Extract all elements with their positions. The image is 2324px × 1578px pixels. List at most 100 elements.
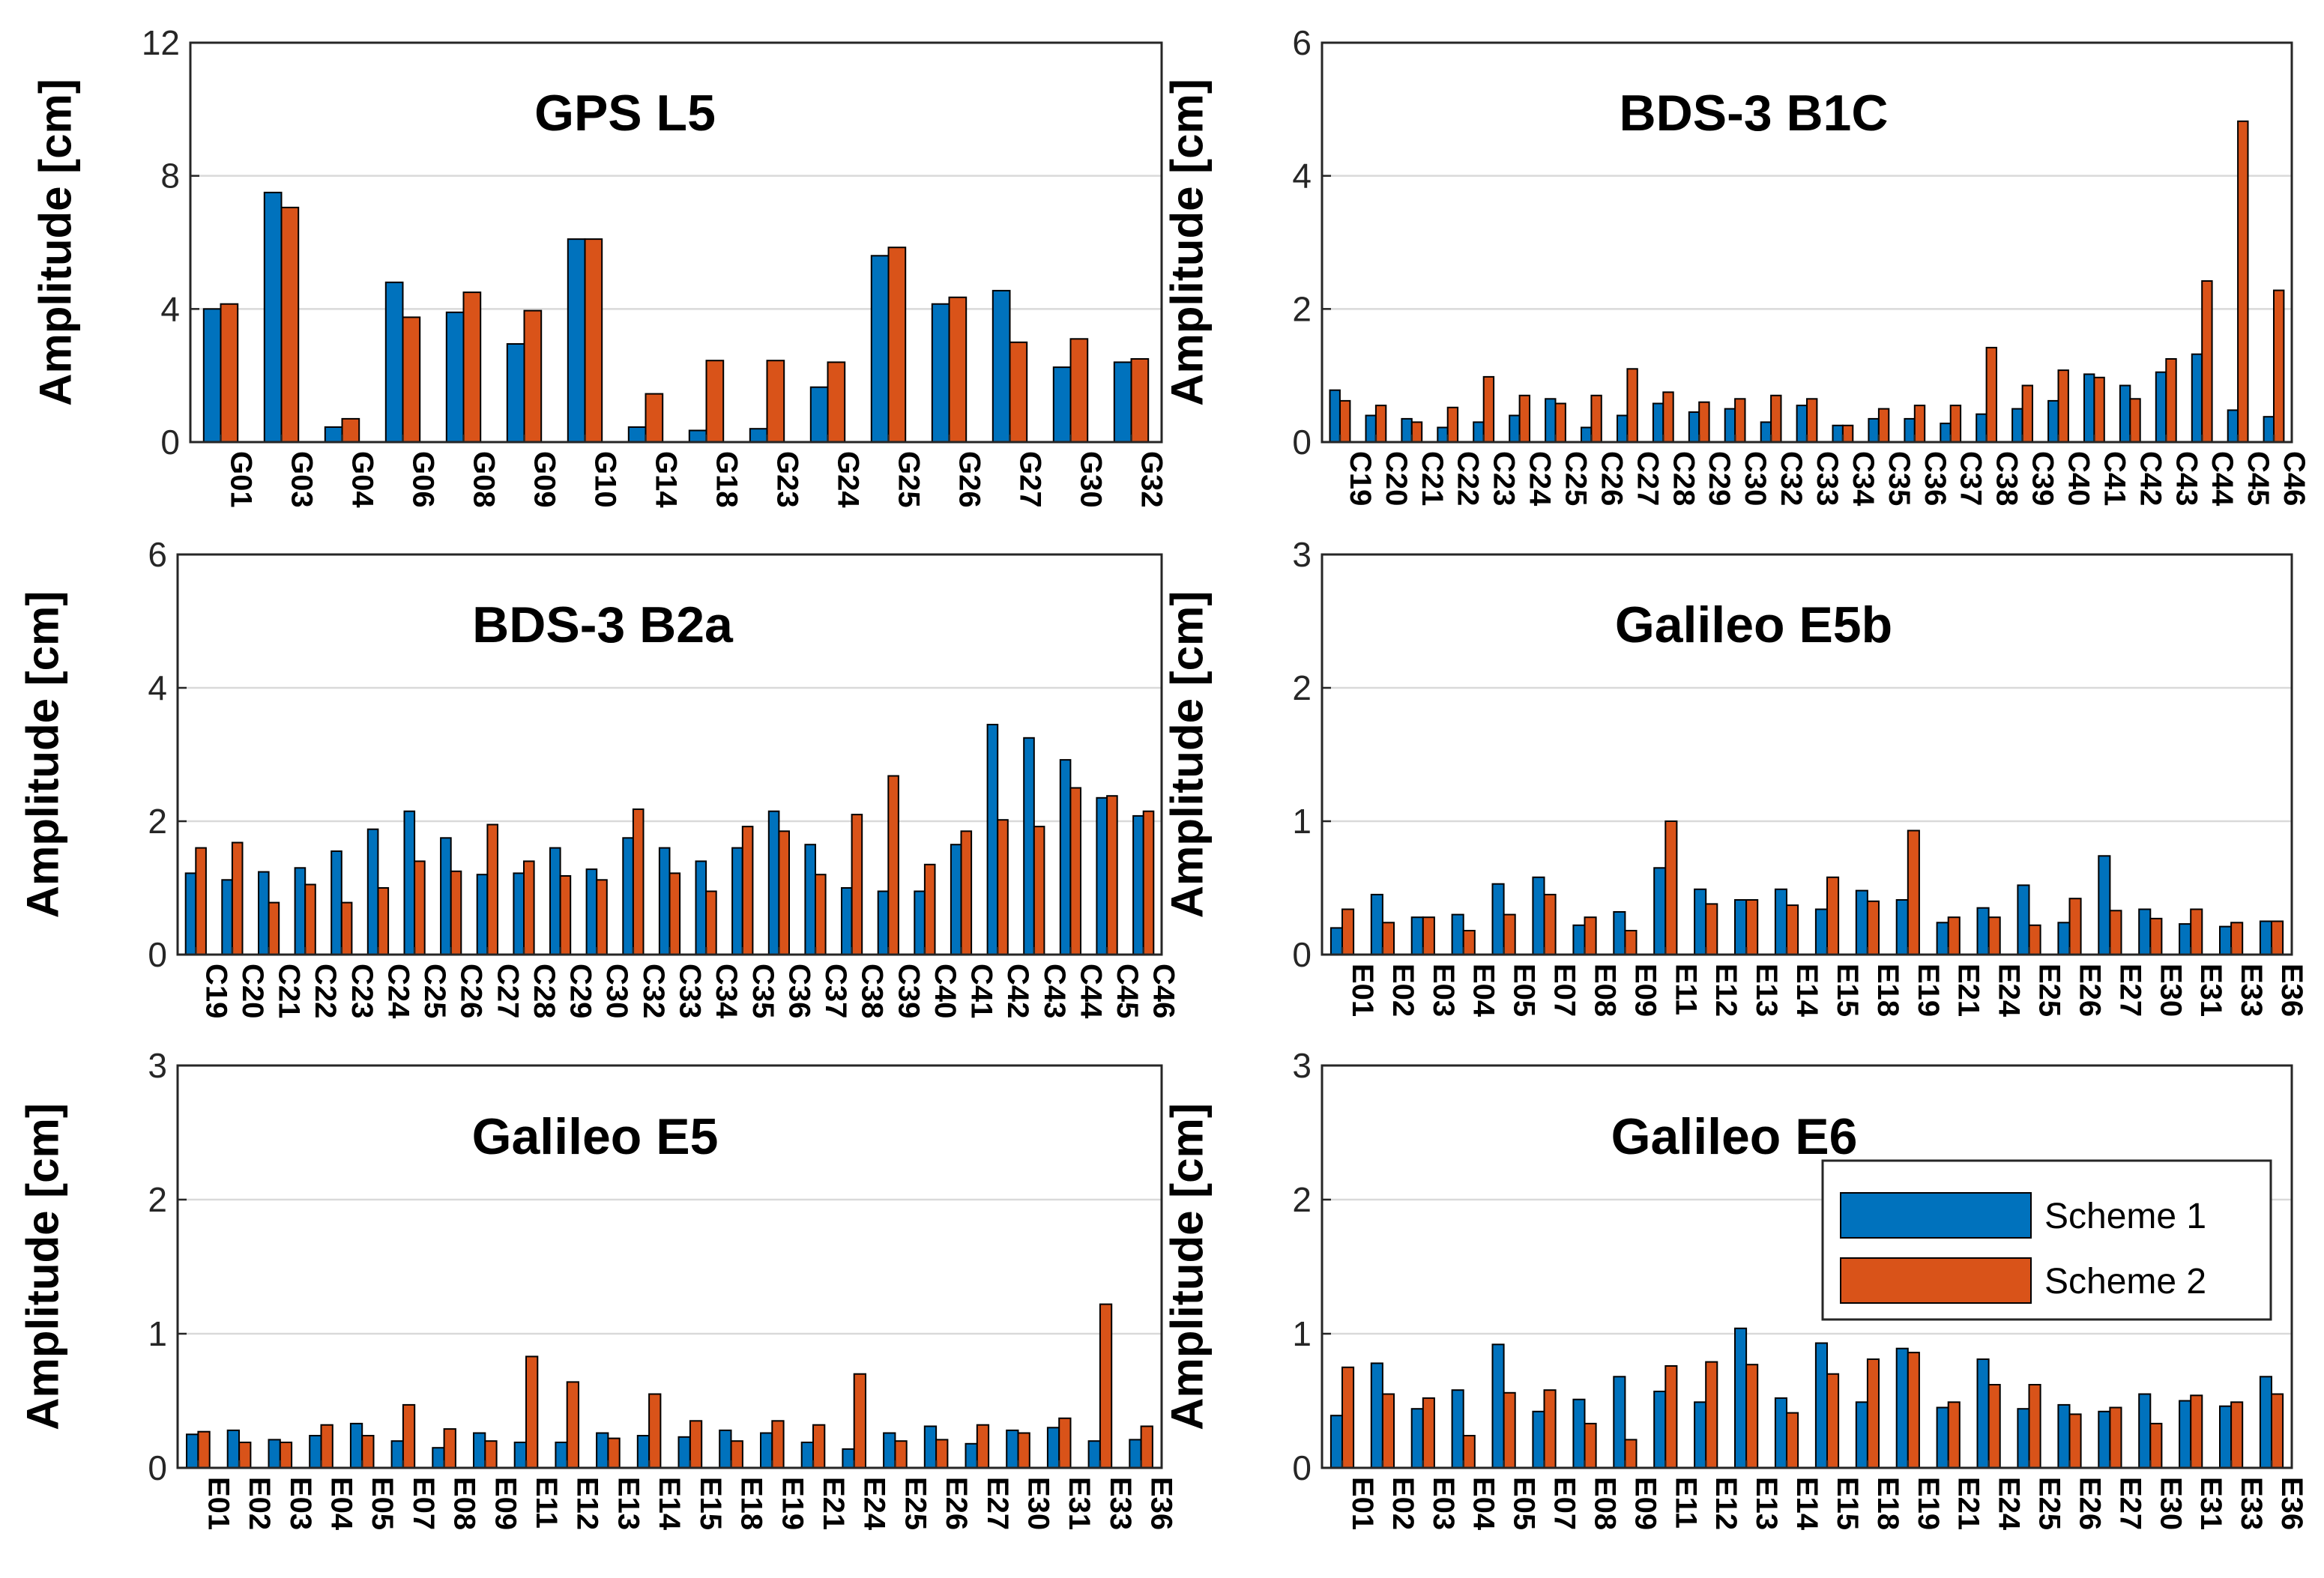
y-axis-label: Amplitude [cm] (1162, 79, 1213, 406)
bar-scheme-1-g18 (688, 429, 707, 443)
bar-scheme-2-c25 (414, 860, 426, 956)
x-tick-label-c45: C45 (1111, 964, 1144, 1018)
bar-scheme-1-c20 (1365, 414, 1377, 443)
bar-scheme-2-e27 (2109, 910, 2122, 956)
x-tick-label-g01: G01 (225, 451, 258, 508)
bar-scheme-2-e02 (1381, 922, 1395, 956)
bar-scheme-1-e27 (2098, 1410, 2111, 1469)
bar-scheme-2-e25 (894, 1440, 908, 1469)
bar-scheme-2-g08 (462, 291, 482, 443)
x-tick-label-e13: E13 (612, 1477, 645, 1530)
x-tick-label-c44: C44 (1074, 964, 1107, 1019)
bar-scheme-2-g32 (1130, 358, 1150, 443)
axes-frame (1321, 41, 2293, 444)
bar-scheme-1-g08 (445, 311, 465, 443)
bar-scheme-1-g26 (931, 303, 950, 444)
bar-scheme-2-c28 (523, 860, 535, 956)
bar-scheme-2-e01 (1341, 908, 1355, 955)
bar-scheme-2-e04 (1462, 1435, 1476, 1469)
bar-scheme-2-e12 (1705, 903, 1718, 956)
bar-scheme-2-g24 (827, 361, 846, 443)
bar-scheme-2-e08 (1584, 1422, 1597, 1469)
bar-scheme-1-e07 (1532, 876, 1545, 956)
bar-scheme-2-e01 (197, 1430, 211, 1469)
y-axis-label: Amplitude [cm] (18, 591, 68, 919)
bar-scheme-2-e26 (2068, 1413, 2082, 1469)
bar-scheme-1-c43 (1023, 737, 1035, 956)
chart-title: Galileo E6 (1611, 1108, 1858, 1165)
bar-scheme-2-e08 (443, 1428, 456, 1469)
bar-scheme-2-e13 (1745, 1364, 1759, 1469)
bar-scheme-2-c25 (1554, 402, 1566, 443)
x-tick-label-c23: C23 (1488, 451, 1521, 506)
bar-scheme-1-g03 (263, 191, 283, 443)
bar-scheme-2-e27 (2109, 1406, 2122, 1469)
bar-scheme-2-e36 (2271, 920, 2284, 955)
bar-scheme-1-e31 (2179, 1400, 2192, 1469)
x-tick-label-c37: C37 (819, 964, 852, 1018)
bar-scheme-1-c45 (2227, 409, 2239, 444)
bar-scheme-1-e08 (1572, 924, 1586, 956)
bar-scheme-1-e27 (2098, 855, 2111, 956)
x-tick-label-e31: E31 (2194, 964, 2227, 1017)
x-tick-label-e02: E02 (243, 1477, 276, 1530)
bar-scheme-2-c43 (1033, 826, 1045, 955)
bar-scheme-1-e21 (800, 1442, 814, 1469)
y-tick-label: 1 (1292, 802, 1312, 841)
bar-scheme-2-g09 (523, 309, 543, 443)
x-tick-label-g24: G24 (832, 451, 865, 508)
x-tick-label-c46: C46 (2278, 451, 2311, 506)
x-tick-label-e25: E25 (2033, 1477, 2066, 1530)
x-tick-label-e07: E07 (1548, 1477, 1581, 1530)
bar-scheme-1-e15 (1814, 1342, 1828, 1469)
x-tick-label-c30: C30 (1739, 451, 1772, 506)
bar-scheme-1-e13 (596, 1432, 609, 1469)
bar-scheme-1-e05 (1491, 1343, 1505, 1469)
bar-scheme-1-e33 (2219, 925, 2233, 955)
bar-scheme-2-g23 (766, 360, 785, 444)
bar-scheme-1-c29 (1688, 411, 1700, 443)
bar-scheme-2-c22 (1446, 406, 1459, 443)
bar-scheme-1-c38 (1976, 413, 1988, 444)
bar-scheme-1-e14 (1774, 888, 1787, 956)
bar-scheme-1-c27 (1617, 414, 1629, 443)
bar-scheme-1-g09 (506, 343, 525, 443)
x-tick-label-e04: E04 (1467, 964, 1500, 1018)
chart-panel-bds-3-b2a: 0 2 4 6 C19 C20 C21 C22 C23 C24 C25 C26 C27 C28 C29 C30… (18, 535, 1180, 1019)
x-tick-label-g27: G27 (1014, 451, 1047, 508)
bar-scheme-2-e12 (1705, 1361, 1718, 1469)
bar-scheme-1-e33 (2219, 1405, 2233, 1469)
bar-scheme-1-e07 (390, 1440, 404, 1469)
bar-scheme-2-c20 (231, 841, 244, 955)
x-tick-label-e21: E21 (817, 1477, 850, 1530)
x-tick-label-e02: E02 (1386, 1477, 1419, 1530)
bar-scheme-1-g30 (1052, 366, 1072, 444)
bar-scheme-1-e30 (2138, 908, 2152, 955)
x-tick-label-c42: C42 (2134, 451, 2167, 506)
x-tick-label-e05: E05 (1508, 1477, 1541, 1530)
bar-scheme-2-e02 (238, 1442, 252, 1469)
bar-scheme-2-c30 (1734, 398, 1746, 443)
bar-scheme-2-e07 (402, 1403, 416, 1469)
axes-frame (1321, 1064, 2293, 1469)
bar-scheme-1-g23 (749, 428, 768, 444)
x-tick-label-e04: E04 (325, 1477, 357, 1531)
x-tick-label-c32: C32 (1775, 451, 1808, 506)
bar-scheme-1-c35 (1868, 417, 1880, 444)
bar-scheme-2-c36 (778, 830, 791, 956)
bar-scheme-1-e25 (883, 1432, 896, 1469)
bar-scheme-1-c36 (1904, 417, 1916, 444)
bar-scheme-1-e04 (1451, 913, 1464, 955)
bar-scheme-2-c38 (1985, 346, 1998, 443)
legend-label-scheme-1: Scheme 1 (2044, 1197, 2206, 1236)
bar-scheme-2-c44 (1069, 787, 1082, 955)
bar-scheme-2-c24 (1518, 394, 1530, 443)
bar-scheme-2-e27 (976, 1424, 990, 1469)
bar-scheme-1-e02 (1370, 1362, 1383, 1469)
x-tick-label-e15: E15 (1831, 1477, 1864, 1530)
y-tick-label: 1 (1292, 1314, 1312, 1353)
x-tick-label-c22: C22 (309, 964, 342, 1018)
bar-scheme-2-e33 (1099, 1303, 1113, 1469)
x-tick-label-c44: C44 (2206, 451, 2239, 507)
bar-scheme-2-c26 (1590, 394, 1602, 443)
